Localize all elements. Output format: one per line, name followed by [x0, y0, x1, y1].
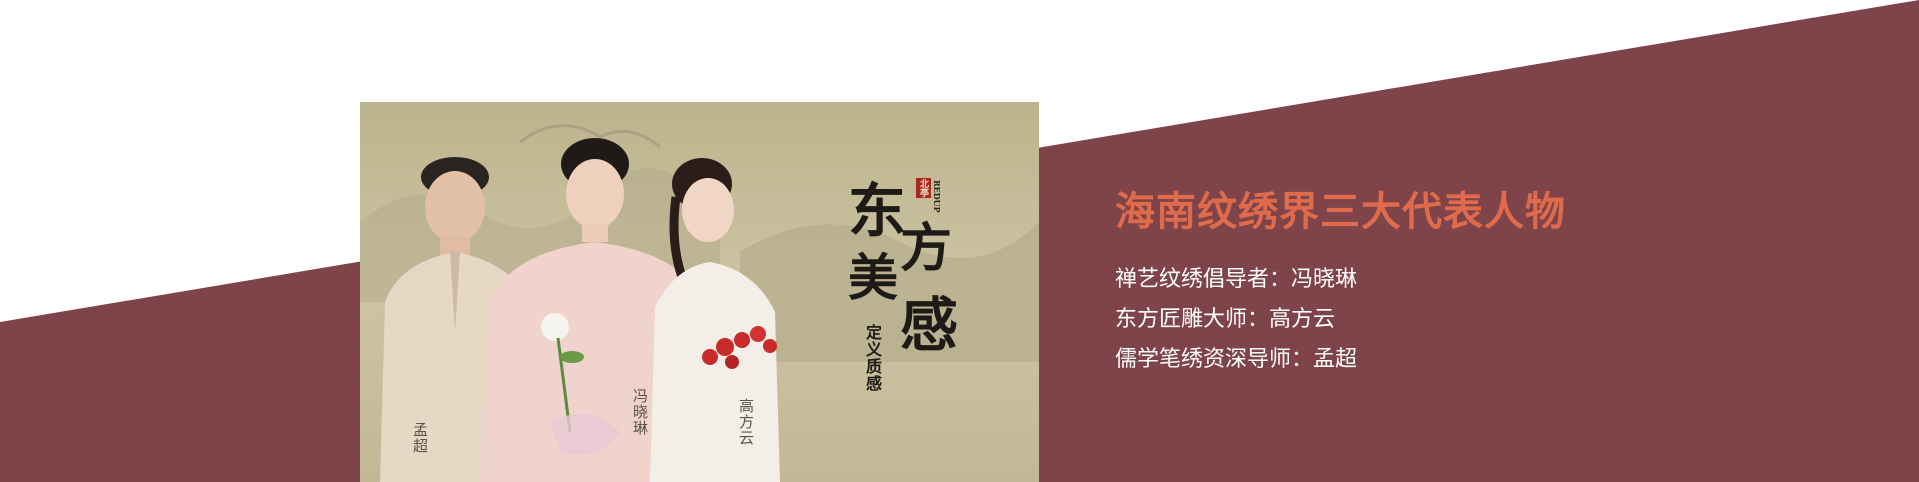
info-line-1: 禅艺纹绣倡导者：冯晓琳: [1115, 267, 1358, 292]
person-label-fengxiaolin: 冯晓琳: [631, 388, 649, 436]
calligraphy-char-4: 感: [900, 291, 959, 359]
poster-artwork: [360, 102, 1039, 482]
info-line-2: 东方匠雕大师：高方云: [1115, 307, 1336, 332]
poster-brand: REDUP: [932, 180, 942, 213]
person-label-mengchao: 孟超: [411, 422, 429, 454]
info-panel: 海南纹绣界三大代表人物 禅艺纹绣倡导者：冯晓琳 东方匠雕大师：高方云 儒学笔绣资…: [1115, 186, 1875, 380]
info-title: 海南纹绣界三大代表人物: [1115, 188, 1566, 235]
person-gaofangyun-figure: [650, 158, 780, 482]
poster-logo-seal: 北亭: [916, 178, 931, 198]
promo-poster: 东 方 美 感 定义质感 北亭 REDUP 孟超 冯晓琳 高方云: [360, 102, 1039, 482]
calligraphy-char-1: 东: [848, 177, 907, 245]
info-line-3: 儒学笔绣资深导师：孟超: [1115, 347, 1358, 372]
calligraphy-char-3: 美: [848, 248, 898, 307]
calligraphy-char-2: 方: [900, 218, 953, 279]
person-label-gaofangyun: 高方云: [737, 398, 755, 446]
poster-subtitle: 定义质感: [863, 324, 882, 392]
